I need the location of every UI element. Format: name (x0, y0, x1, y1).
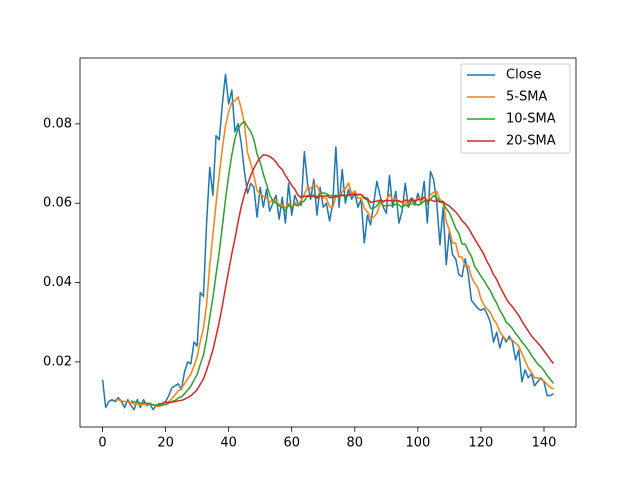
y-tick-label: 0.08 (43, 116, 72, 131)
y-tick-label: 0.04 (43, 275, 72, 290)
legend-box (460, 63, 571, 154)
x-tick-label: 100 (405, 436, 430, 451)
y-tick-label: 0.06 (43, 196, 72, 211)
legend-label: Close (506, 68, 541, 83)
series-line (115, 96, 554, 408)
series-line (130, 120, 555, 406)
x-tick-label: 20 (157, 436, 174, 451)
plot-frame (79, 57, 577, 428)
legend-label: 10-SMA (506, 112, 556, 127)
series-line (162, 154, 555, 404)
legend: Close 5-SMA 10-SMA 20-SMA (460, 63, 571, 154)
x-tick-label: 0 (98, 436, 106, 451)
x-tick-label: 140 (532, 436, 557, 451)
y-tick-label: 0.02 (43, 354, 72, 369)
x-tick-label: 120 (469, 436, 494, 451)
x-tick-label: 60 (283, 436, 300, 451)
series-line (101, 73, 554, 411)
legend-label: 5-SMA (506, 90, 547, 105)
x-tick-label: 80 (347, 436, 364, 451)
x-tick-label: 40 (220, 436, 237, 451)
legend-label: 20-SMA (506, 134, 556, 149)
